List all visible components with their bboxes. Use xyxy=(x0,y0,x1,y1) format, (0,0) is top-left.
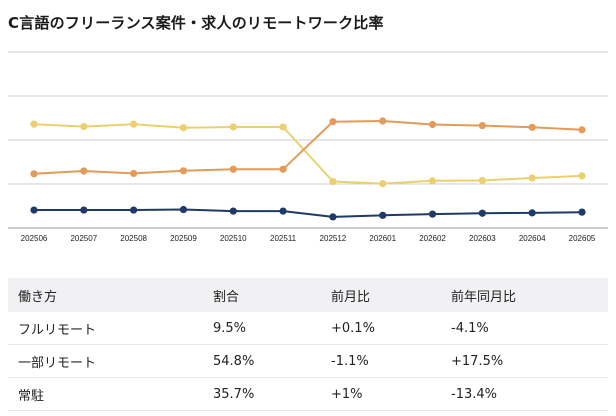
x-tick-label: 202605 xyxy=(569,234,596,243)
data-point xyxy=(279,165,287,173)
x-tick-label: 202602 xyxy=(419,234,446,243)
cell-month-over-month: +1% xyxy=(321,377,441,411)
header-ratio: 割合 xyxy=(213,289,240,305)
data-point xyxy=(379,117,387,125)
data-point xyxy=(130,206,138,214)
data-point xyxy=(528,209,536,217)
table-row: 一部リモート 54.8% -1.1% +17.5% xyxy=(8,344,608,378)
data-point xyxy=(329,118,337,126)
header-work-style: 働き方 xyxy=(18,289,58,305)
series-line xyxy=(33,123,583,185)
remote-ratio-table-container: 働き方 割合 前月比 前年同月比 フルリモート 9.5% +0.1% -4.1%… xyxy=(8,278,608,411)
data-point xyxy=(179,205,188,214)
data-point xyxy=(329,213,337,221)
data-point xyxy=(428,210,437,218)
cell-month-over-month: +0.1% xyxy=(321,312,441,345)
header-month-over-month: 前月比 xyxy=(331,289,371,305)
table-row: フルリモート 9.5% +0.1% -4.1% xyxy=(8,312,608,345)
header-year-over-year: 前年同月比 xyxy=(451,289,517,305)
series-line xyxy=(34,208,583,218)
data-point xyxy=(80,123,88,131)
data-point xyxy=(528,123,536,131)
data-point xyxy=(578,126,586,134)
data-point xyxy=(179,167,188,175)
cell-work-style: フルリモート xyxy=(8,312,203,345)
table-header-row: 働き方 割合 前月比 前年同月比 xyxy=(8,278,608,312)
x-tick-label: 202604 xyxy=(519,234,546,243)
data-point xyxy=(379,211,387,219)
data-point xyxy=(229,123,237,131)
table-row: 常駐 35.7% +1% -13.4% xyxy=(8,377,608,411)
cell-work-style: 一部リモート xyxy=(8,344,203,378)
x-tick-label: 202506 xyxy=(21,234,48,243)
data-point xyxy=(528,174,536,182)
x-tick-label: 202601 xyxy=(369,234,396,243)
data-point xyxy=(578,208,586,216)
data-point xyxy=(279,123,287,131)
data-point xyxy=(30,170,38,178)
data-point xyxy=(130,169,138,178)
data-point xyxy=(279,207,287,215)
cell-work-style: 常駐 xyxy=(8,377,203,411)
data-point xyxy=(428,120,437,129)
data-point xyxy=(478,121,486,130)
x-tick-label: 202510 xyxy=(220,234,247,243)
remote-ratio-table: 働き方 割合 前月比 前年同月比 フルリモート 9.5% +0.1% -4.1%… xyxy=(8,278,608,411)
data-point xyxy=(329,177,337,186)
cell-year-over-year: +17.5% xyxy=(441,344,608,378)
x-tick-label: 202509 xyxy=(170,234,197,243)
cell-ratio: 9.5% xyxy=(203,312,321,345)
page-title: C言語のフリーランス案件・求人のリモートワーク比率 xyxy=(8,14,384,32)
data-point xyxy=(578,172,586,180)
x-tick-label: 202603 xyxy=(469,234,496,243)
data-point xyxy=(478,176,486,185)
data-point xyxy=(179,124,188,132)
data-point xyxy=(30,206,38,214)
data-point xyxy=(379,180,387,188)
line-chart: 202506 202507 202508 202509 202510 202511 2025… xyxy=(8,51,608,243)
x-tick-label: 202507 xyxy=(70,234,97,243)
cell-ratio: 54.8% xyxy=(203,344,321,378)
data-point xyxy=(30,120,38,128)
data-point xyxy=(428,177,437,185)
x-tick-label: 202512 xyxy=(320,234,347,243)
data-point xyxy=(478,209,486,217)
series-line xyxy=(33,120,583,175)
cell-month-over-month: -1.1% xyxy=(321,344,441,378)
data-point xyxy=(229,165,237,173)
data-point xyxy=(80,206,88,214)
x-tick-label: 202511 xyxy=(270,234,297,243)
cell-year-over-year: -4.1% xyxy=(441,312,608,345)
cell-ratio: 35.7% xyxy=(203,377,321,411)
cell-year-over-year: -13.4% xyxy=(441,377,608,411)
data-point xyxy=(229,207,237,215)
x-tick-label: 202508 xyxy=(120,234,147,243)
data-point xyxy=(130,120,138,128)
data-point xyxy=(80,167,88,175)
